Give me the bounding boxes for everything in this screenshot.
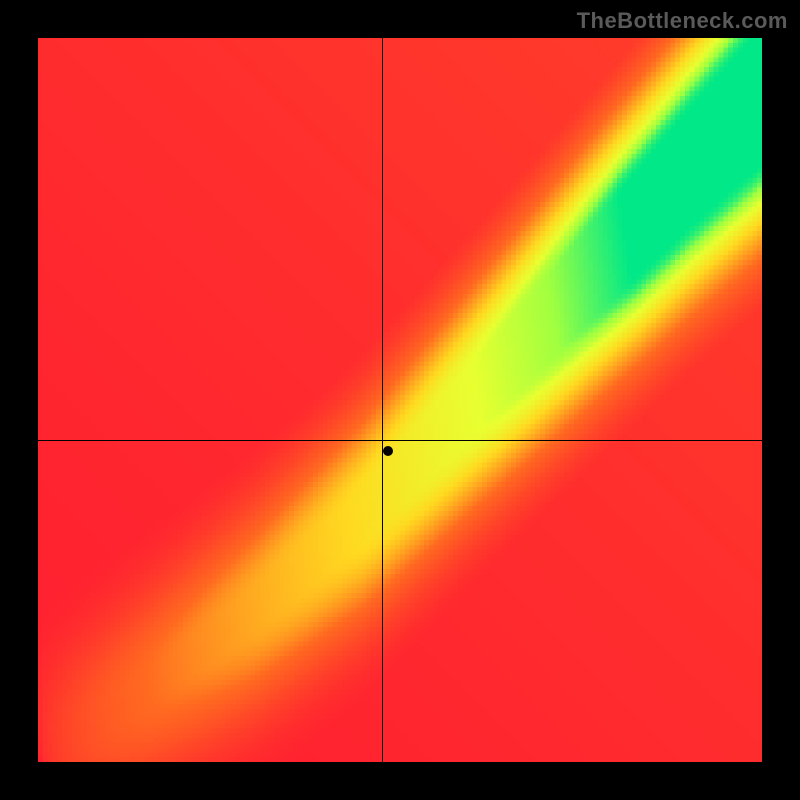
- plot-area: [38, 38, 762, 762]
- heatmap-canvas: [38, 38, 762, 762]
- watermark-text: TheBottleneck.com: [577, 8, 788, 34]
- crosshair-vertical: [382, 38, 383, 762]
- crosshair-horizontal: [38, 440, 762, 441]
- data-point-marker: [383, 446, 393, 456]
